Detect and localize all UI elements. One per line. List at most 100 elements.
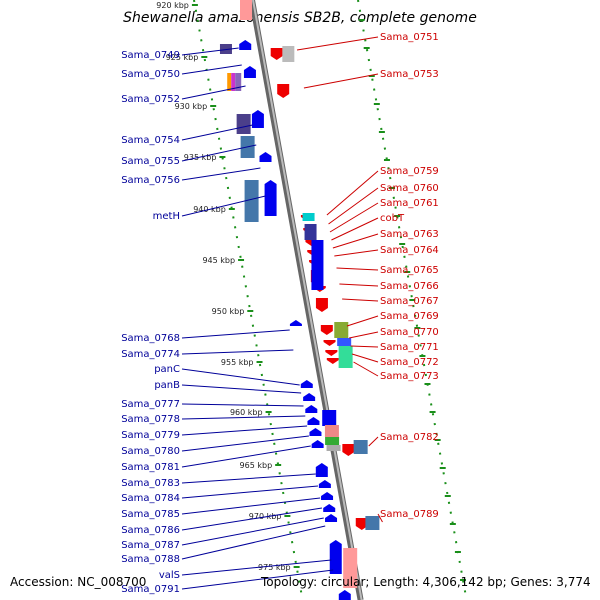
leader-line	[377, 513, 383, 523]
gene-label-left: Sama_0755	[121, 156, 180, 167]
gene-label-right: Sama_0782	[380, 432, 439, 443]
leader-line	[331, 217, 379, 241]
leader-line	[181, 167, 261, 181]
forward-gene	[311, 440, 324, 448]
leader-line	[181, 559, 332, 576]
leader-line	[181, 329, 290, 339]
leader-line	[342, 298, 379, 302]
forward-gene	[315, 463, 328, 477]
gene-label-left: Sama_0791	[121, 584, 180, 595]
gene-feature	[324, 425, 339, 437]
gene-label-right: cobT	[380, 213, 405, 224]
gene-track	[219, 0, 380, 600]
leader-line	[181, 485, 319, 499]
gene-label-left: metH	[153, 211, 180, 222]
gene-feature	[322, 410, 337, 426]
gene-label-right: Sama_0764	[380, 245, 439, 256]
gene-feature	[240, 0, 252, 20]
leader-line	[339, 283, 379, 287]
leader-line	[181, 64, 242, 75]
leader-line	[346, 315, 379, 327]
gene-label-left: Sama_0781	[121, 462, 180, 473]
gene-labels: Sama_0749 Sama_0750 Sama_0752 Sama_0754 Sama…	[121, 32, 439, 595]
forward-gene	[303, 393, 316, 401]
forward-gene	[309, 428, 322, 436]
gene-label-right: Sama_0765	[380, 265, 439, 276]
gene-feature	[326, 445, 341, 451]
leader-line	[296, 36, 379, 51]
gene-label-right: Sama_0753	[380, 69, 439, 80]
leader-line	[181, 144, 257, 162]
gene-label-right: Sama_0771	[380, 342, 439, 353]
forward-gene	[318, 480, 331, 488]
gene-label-left: Sama_0788	[121, 554, 180, 565]
leader-line	[334, 249, 379, 257]
gene-feature	[231, 73, 236, 91]
gene-label-right: Sama_0760	[380, 183, 439, 194]
leader-line	[181, 473, 316, 484]
gene-label-right: Sama_0770	[380, 327, 439, 338]
leader-line	[181, 124, 253, 141]
forward-gene	[329, 540, 342, 574]
kbp-label: 975 kbp	[258, 563, 291, 572]
leader-line	[181, 507, 323, 531]
gene-feature	[302, 213, 315, 221]
strip-right-border	[357, 0, 468, 600]
leader-line	[303, 73, 379, 89]
backbone-highlight	[252, 0, 363, 600]
gene-label-right: Sama_0751	[380, 32, 439, 43]
gene-label-left: Sama_0749	[121, 50, 180, 61]
gene-feature	[282, 46, 295, 62]
forward-gene	[251, 110, 264, 128]
leader-line	[326, 170, 379, 216]
gene-label-left: panB	[154, 380, 180, 391]
forward-gene	[289, 320, 302, 326]
gene-label-left: Sama_0783	[121, 478, 180, 489]
gene-feature	[343, 548, 358, 588]
gene-feature	[219, 44, 232, 54]
gene-label-left: panC	[154, 364, 180, 375]
forward-gene	[325, 514, 338, 522]
gene-feature	[334, 322, 349, 338]
leader-line	[181, 525, 326, 560]
gene-label-left: Sama_0756	[121, 175, 180, 186]
leader-line	[350, 345, 379, 348]
forward-gene	[305, 405, 318, 413]
leader-line	[181, 569, 334, 590]
gene-label-right: Sama_0773	[380, 371, 439, 382]
leader-line	[181, 445, 311, 468]
kbp-label: 945 kbp	[202, 256, 235, 265]
gene-label-right: Sama_0769	[380, 311, 439, 322]
leader-line	[181, 85, 246, 100]
leader-line	[181, 384, 302, 394]
leader-line	[181, 415, 306, 420]
gene-label-left: Sama_0777	[121, 399, 180, 410]
gene-feature	[338, 346, 353, 368]
reverse-gene	[270, 48, 283, 60]
gene-label-right: Sama_0766	[380, 281, 439, 292]
leader-line	[181, 497, 321, 515]
backbone	[249, 0, 364, 600]
reverse-gene	[342, 444, 355, 456]
gene-label-left: Sama_0779	[121, 430, 180, 441]
gene-label-right: Sama_0789	[380, 509, 439, 520]
kbp-label: 925 kbp	[166, 53, 199, 62]
leader-line	[349, 331, 379, 339]
reverse-gene	[315, 298, 328, 312]
leader-line	[328, 187, 379, 225]
topology-text: Topology: circular; Length: 4,306,142 bp…	[261, 575, 591, 589]
gene-feature	[236, 114, 251, 134]
reverse-gene	[355, 518, 368, 530]
leader-line	[181, 517, 324, 546]
gene-feature	[325, 437, 340, 445]
gene-feature	[337, 338, 352, 346]
reverse-gene	[326, 358, 339, 364]
kbp-label: 920 kbp	[156, 1, 189, 10]
gene-label-right: Sama_0759	[380, 166, 439, 177]
leader-line	[181, 47, 239, 56]
reverse-gene	[277, 84, 290, 98]
gene-feature	[244, 180, 259, 222]
gene-feature	[311, 240, 324, 290]
gene-label-left: Sama_0752	[121, 94, 180, 105]
gene-label-left: Sama_0778	[121, 414, 180, 425]
